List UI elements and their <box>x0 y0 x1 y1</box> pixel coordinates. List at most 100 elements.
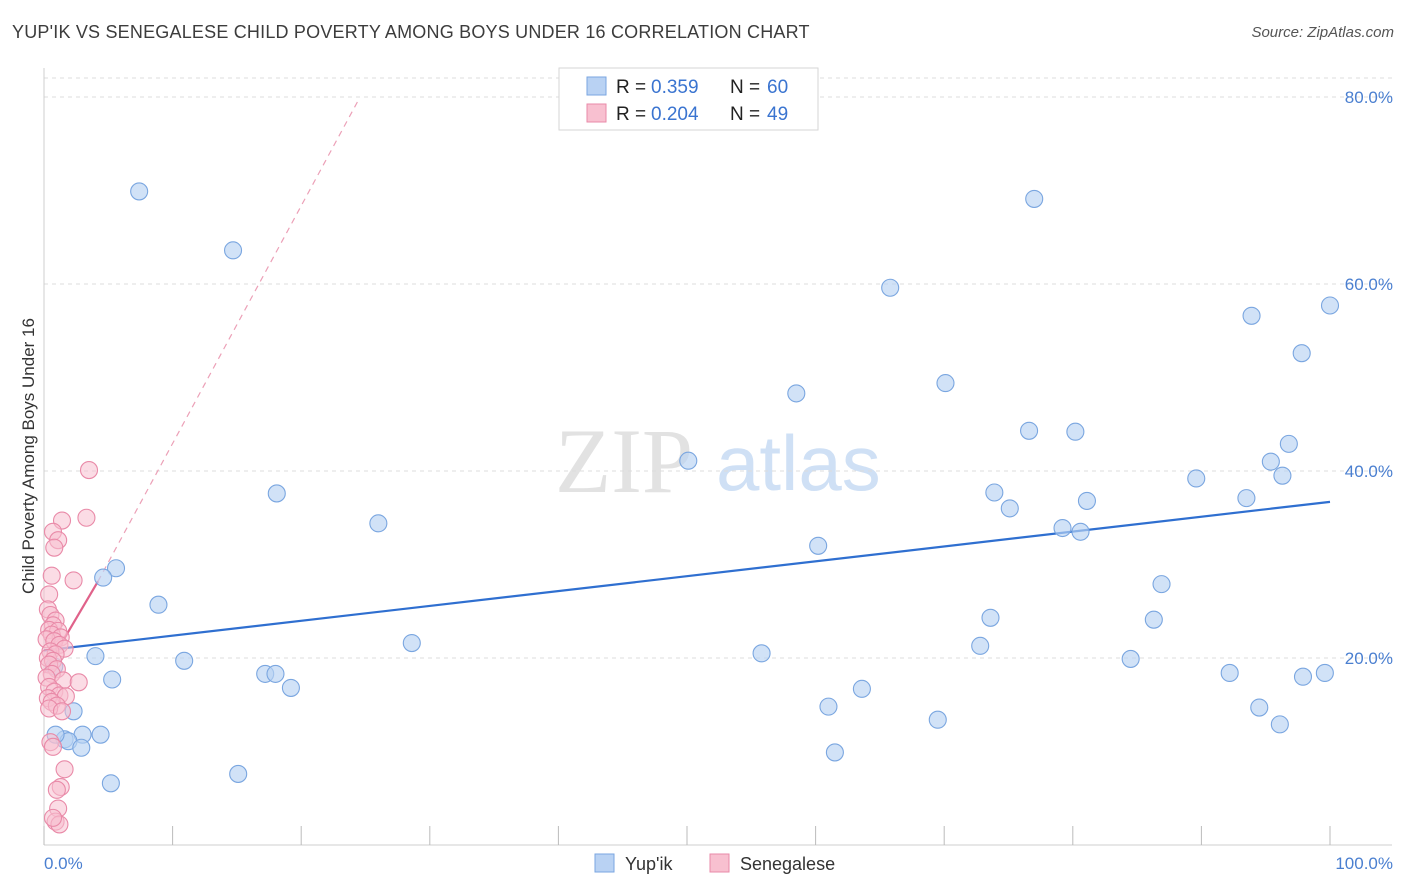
trend-lines <box>43 98 1331 674</box>
point-yupik-37 <box>1000 499 1019 518</box>
point-senegalese-5 <box>45 538 64 557</box>
point-yupik-56 <box>1292 344 1311 363</box>
bottom-legend-label-yupik: Yup'ik <box>625 854 673 874</box>
point-yupik-9 <box>86 647 105 666</box>
point-senegalese-6 <box>64 571 83 590</box>
x-tick-label-0: 0.0% <box>44 854 83 873</box>
point-senegalese-8 <box>40 585 59 604</box>
point-yupik-10 <box>103 670 122 689</box>
point-yupik-30 <box>852 679 871 698</box>
point-yupik-49 <box>1237 489 1256 508</box>
x-tick-labels: 0.0% 100.0% <box>44 854 1393 873</box>
point-senegalese-7 <box>42 566 61 585</box>
bottom-legend-label-senegalese: Senegalese <box>740 854 835 874</box>
point-yupik-20 <box>101 774 120 793</box>
point-senegalese-48 <box>43 808 63 827</box>
point-yupik-13 <box>281 678 300 697</box>
point-senegalese-0 <box>79 461 99 480</box>
point-yupik-59 <box>1320 296 1340 315</box>
y-tick-label-3: 80.0% <box>1345 88 1393 107</box>
point-yupik-21 <box>229 764 248 783</box>
point-yupik-44 <box>1121 649 1140 668</box>
point-yupik-28 <box>819 697 838 716</box>
point-yupik-31 <box>881 278 900 297</box>
point-yupik-5 <box>106 559 126 578</box>
legend-r-value-senegalese: 0.204 <box>651 104 699 125</box>
chart-title: YUP'IK VS SENEGALESE CHILD POVERTY AMONG… <box>12 22 810 42</box>
point-yupik-8 <box>175 651 194 670</box>
point-yupik-3 <box>369 514 388 533</box>
y-tick-label-1: 40.0% <box>1345 462 1393 481</box>
point-yupik-12 <box>266 664 285 683</box>
point-senegalese-44 <box>47 780 66 799</box>
point-senegalese-39 <box>52 702 72 721</box>
point-yupik-34 <box>971 636 990 655</box>
point-yupik-43 <box>1077 491 1096 510</box>
point-yupik-52 <box>1261 452 1280 471</box>
point-yupik-42 <box>1071 522 1090 541</box>
point-yupik-24 <box>679 451 698 470</box>
legend: R = 0.359 N = 60 R = 0.204 N = 49 <box>558 67 819 131</box>
legend-r-value-yupik: 0.359 <box>651 77 699 98</box>
point-yupik-32 <box>928 710 947 729</box>
trend-line-yupik <box>43 500 1331 652</box>
legend-r-label-yupik: R = <box>616 77 646 98</box>
point-yupik-48 <box>1220 663 1239 683</box>
point-senegalese-30 <box>69 673 88 692</box>
point-yupik-27 <box>752 644 771 663</box>
point-yupik-38 <box>1020 421 1039 440</box>
legend-r-label-senegalese: R = <box>616 104 646 125</box>
point-yupik-55 <box>1279 434 1298 453</box>
bottom-legend: Yup'ik Senegalese <box>594 853 835 874</box>
point-yupik-29 <box>825 743 844 762</box>
watermark: ZIP atlas <box>555 410 881 512</box>
point-yupik-1 <box>223 241 243 260</box>
grid-lines <box>44 77 1392 659</box>
bottom-legend-swatch-senegalese <box>709 853 730 873</box>
watermark-zip: ZIP <box>555 410 693 512</box>
point-yupik-36 <box>985 483 1004 502</box>
point-yupik-19 <box>72 738 91 757</box>
point-senegalese-42 <box>55 760 74 779</box>
point-yupik-6 <box>94 568 113 587</box>
point-yupik-4 <box>402 633 421 653</box>
point-yupik-16 <box>91 725 110 744</box>
point-yupik-58 <box>1315 663 1334 683</box>
point-yupik-46 <box>1152 575 1171 594</box>
point-yupik-26 <box>809 536 828 555</box>
point-yupik-40 <box>1053 518 1072 538</box>
point-yupik-2 <box>267 484 286 503</box>
legend-n-value-senegalese: 49 <box>767 104 788 125</box>
bottom-legend-swatch-yupik <box>594 853 615 873</box>
y-tick-label-2: 60.0% <box>1345 275 1393 294</box>
point-senegalese-41 <box>43 737 63 756</box>
point-senegalese-1 <box>77 508 96 527</box>
x-tick-label-1: 100.0% <box>1335 854 1393 873</box>
point-yupik-39 <box>1025 189 1044 208</box>
legend-n-label-senegalese: N = <box>730 104 760 125</box>
point-yupik-33 <box>936 374 955 393</box>
watermark-atlas: atlas <box>716 419 881 507</box>
point-yupik-7 <box>149 595 168 614</box>
legend-n-value-yupik: 60 <box>767 77 788 98</box>
source-credit: Source: ZipAtlas.com <box>1251 24 1394 41</box>
senegalese-points <box>37 461 99 834</box>
y-tick-labels: 20.0% 40.0% 60.0% 80.0% <box>1345 88 1393 668</box>
point-yupik-51 <box>1250 698 1269 717</box>
point-yupik-53 <box>1270 715 1289 734</box>
point-yupik-41 <box>1066 422 1085 441</box>
y-axis-label: Child Poverty Among Boys Under 16 <box>19 318 38 594</box>
point-yupik-47 <box>1187 469 1206 488</box>
point-yupik-35 <box>981 608 1000 627</box>
point-yupik-45 <box>1144 610 1163 629</box>
y-tick-label-0: 20.0% <box>1345 649 1393 668</box>
legend-swatch-senegalese <box>586 103 607 123</box>
point-yupik-25 <box>787 384 806 403</box>
trend-line-senegalese-extension <box>97 98 360 582</box>
legend-n-label-yupik: N = <box>730 77 760 98</box>
point-yupik-54 <box>1273 466 1292 485</box>
legend-swatch-yupik <box>586 76 607 96</box>
point-yupik-57 <box>1293 667 1313 686</box>
point-yupik-0 <box>130 182 149 201</box>
